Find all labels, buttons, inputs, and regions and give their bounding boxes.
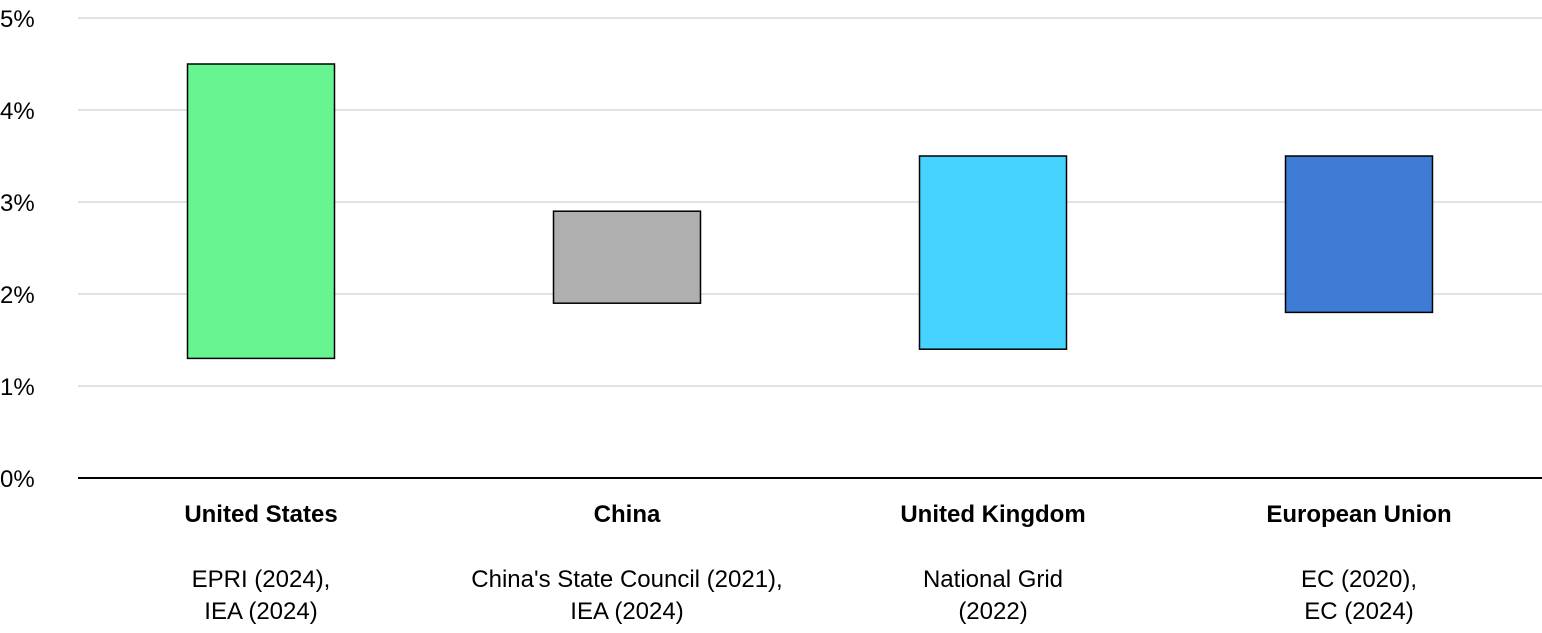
category-label: United Kingdom bbox=[900, 501, 1085, 528]
range-bar bbox=[918, 155, 1068, 350]
y-tick-label: 0% bbox=[0, 466, 35, 493]
source-label: EC (2020), bbox=[1301, 566, 1417, 593]
category-labels: United States EPRI (2024), IEA (2024) China… bbox=[184, 501, 1451, 625]
y-tick-label: 2% bbox=[0, 282, 35, 309]
y-tick-label: 3% bbox=[0, 190, 35, 217]
y-tick-label: 4% bbox=[0, 98, 35, 125]
source-label: IEA (2024) bbox=[204, 598, 317, 625]
y-tick-label: 5% bbox=[0, 6, 35, 33]
y-tick-label: 1% bbox=[0, 374, 35, 401]
category-label: China bbox=[594, 501, 661, 528]
source-label: IEA (2024) bbox=[570, 598, 683, 625]
range-bar bbox=[1284, 155, 1434, 314]
category-label: European Union bbox=[1266, 501, 1451, 528]
source-label: (2022) bbox=[958, 598, 1027, 625]
range-bar bbox=[186, 63, 336, 360]
range-bar bbox=[552, 210, 702, 304]
source-label: China's State Council (2021), bbox=[471, 566, 782, 593]
source-label: EC (2024) bbox=[1304, 598, 1413, 625]
y-axis-tick-labels: 0% 1% 2% 3% 4% 5% bbox=[0, 6, 35, 493]
source-label: EPRI (2024), bbox=[192, 566, 331, 593]
source-label: National Grid bbox=[923, 566, 1063, 593]
bars bbox=[186, 63, 1434, 360]
category-label: United States bbox=[184, 501, 337, 528]
